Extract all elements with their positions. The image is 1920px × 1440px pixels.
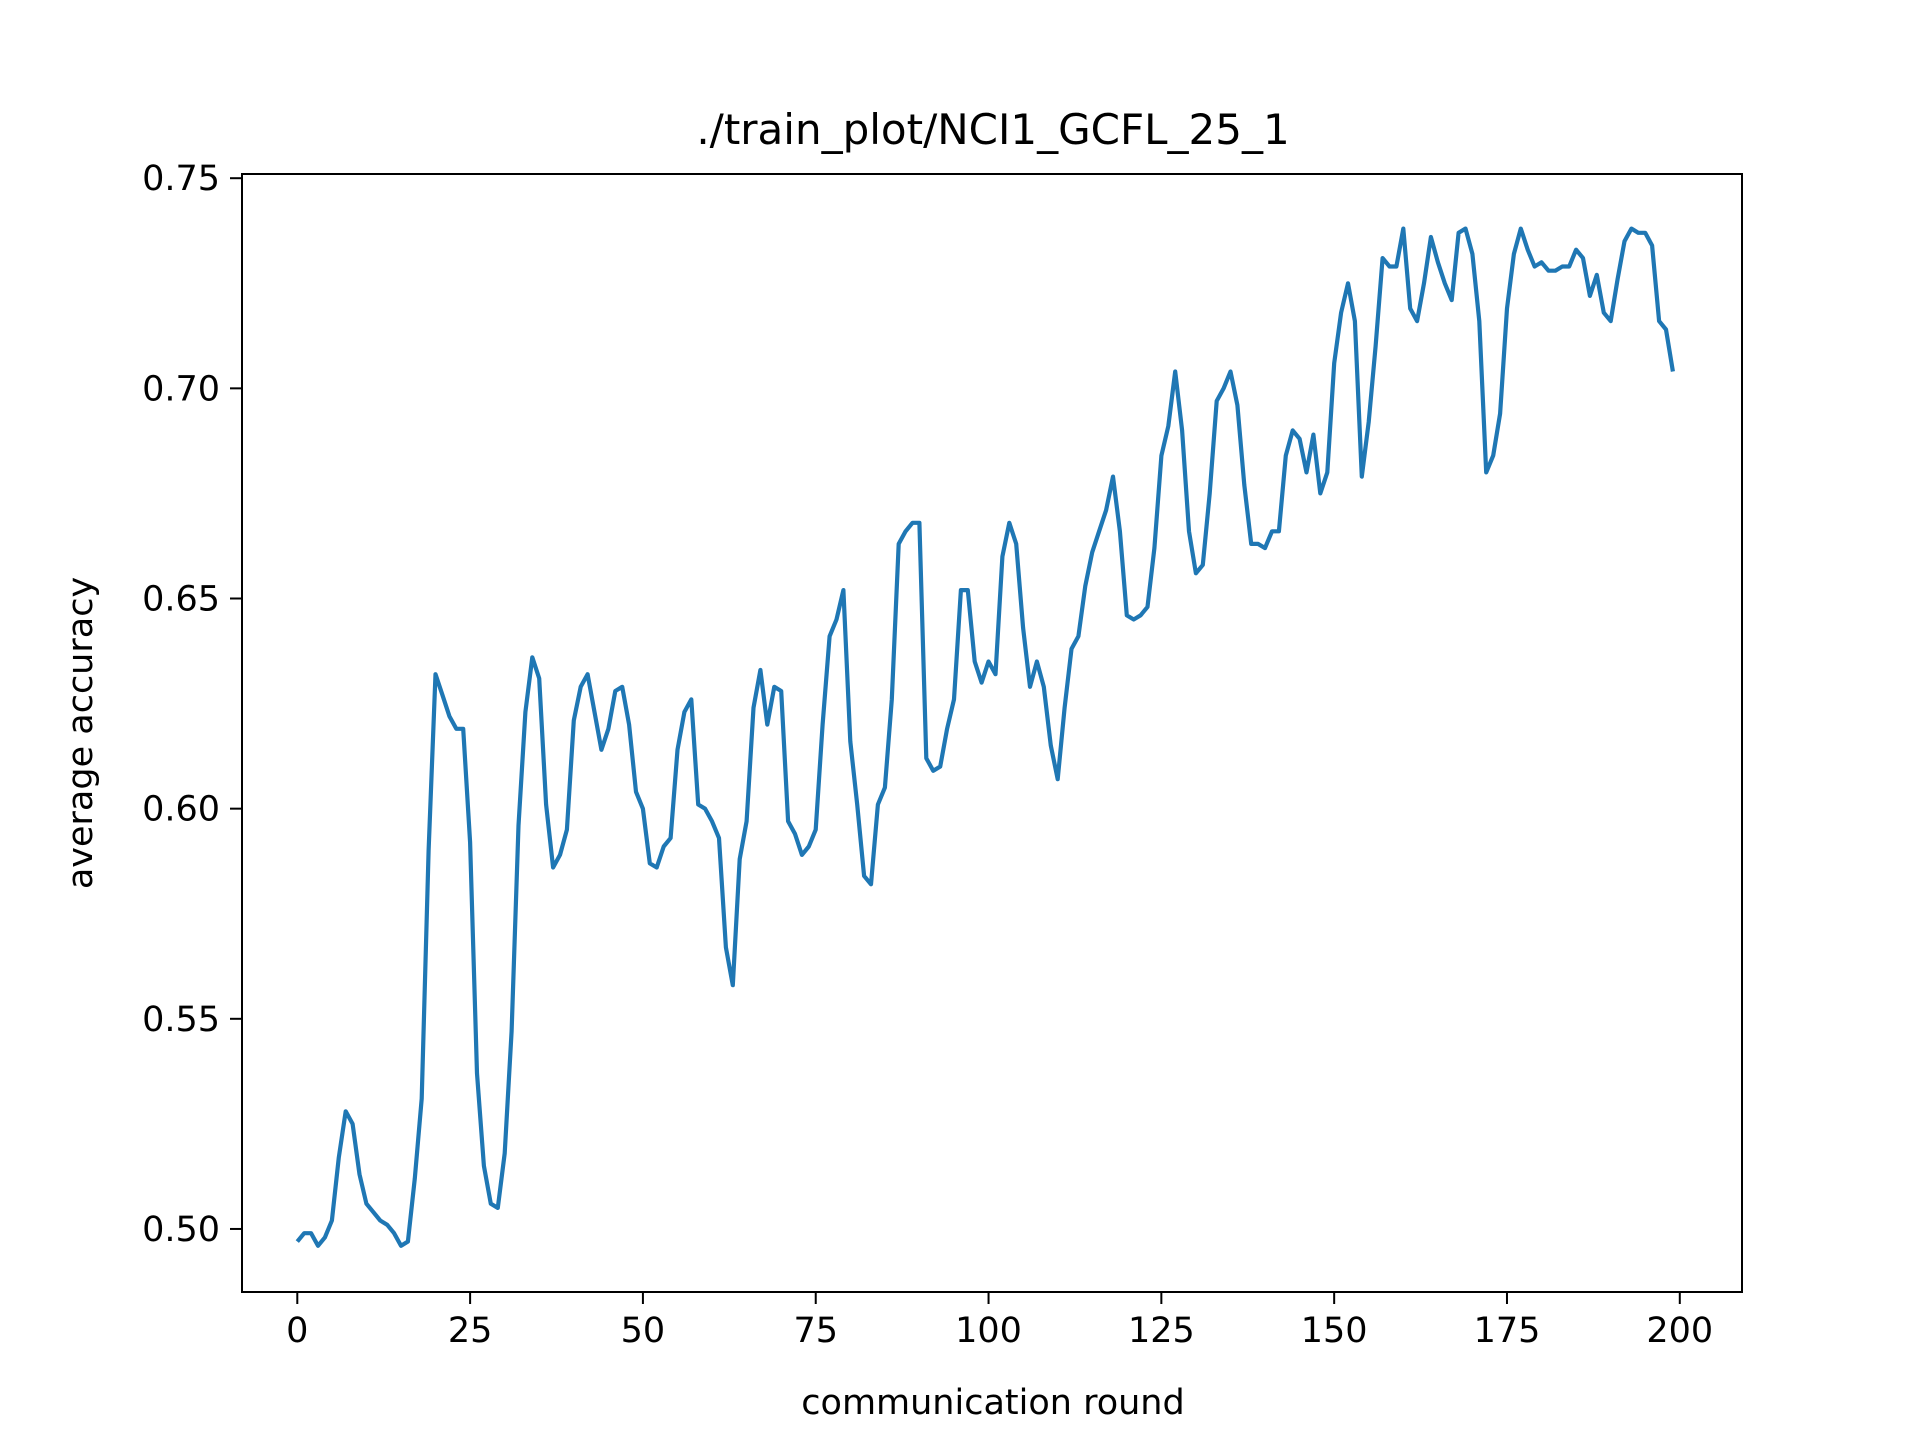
y-tick-label: 0.55 <box>142 1000 220 1040</box>
x-tick-label: 175 <box>1474 1311 1541 1351</box>
y-axis-label: average accuracy <box>61 577 101 889</box>
x-tick-label: 150 <box>1301 1311 1368 1351</box>
x-tick-label: 100 <box>955 1311 1022 1351</box>
x-tick-label: 125 <box>1128 1311 1195 1351</box>
y-tick-label: 0.70 <box>142 369 220 409</box>
y-tick-label: 0.65 <box>142 580 220 620</box>
y-axis-ticks: 0.50 0.55 0.60 0.65 0.70 0.75 <box>142 159 242 1250</box>
x-axis-label: communication round <box>801 1383 1184 1423</box>
x-tick-label: 0 <box>286 1311 308 1351</box>
x-tick-label: 25 <box>448 1311 493 1351</box>
x-tick-label: 50 <box>621 1311 666 1351</box>
x-tick-label: 75 <box>793 1311 838 1351</box>
x-axis-ticks: 0 25 50 75 100 125 150 175 200 <box>286 1292 1713 1351</box>
y-tick-label: 0.60 <box>142 790 220 830</box>
chart-title: ./train_plot/NCI1_GCFL_25_1 <box>696 105 1289 154</box>
series-line <box>295 226 1675 1248</box>
x-tick-label: 200 <box>1646 1311 1713 1351</box>
plot-frame <box>241 173 1743 1293</box>
y-tick-label: 0.50 <box>142 1210 220 1250</box>
y-tick-label: 0.75 <box>142 159 220 199</box>
